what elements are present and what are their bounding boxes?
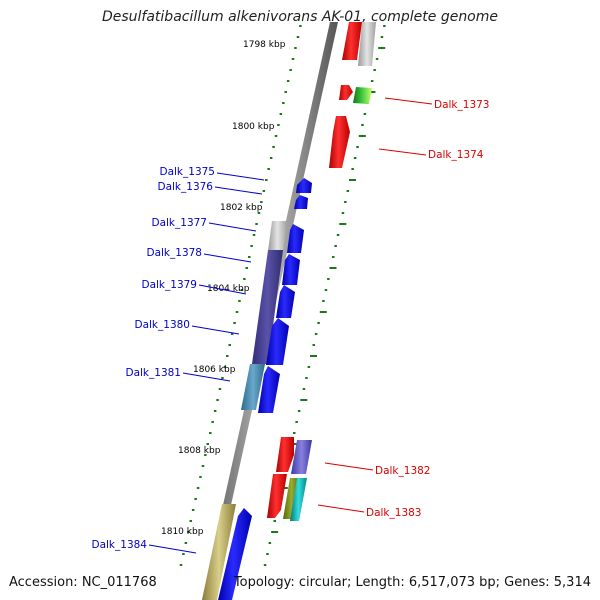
gene-label-dalk-1381[interactable]: Dalk_1381 (126, 367, 182, 379)
feature-bar-green (353, 87, 372, 104)
gene-arrow-dalk-1382 (276, 437, 294, 472)
gene-arrow-dalk-1381 (258, 366, 280, 413)
gene-arrow-dalk-1377 (287, 224, 304, 253)
scale-label-1810: 1810 kbp (161, 527, 204, 537)
leader-dalk-1382 (324, 462, 374, 471)
feature-bar-lavender (291, 440, 312, 474)
gene-arrow-dalk-1375 (296, 178, 312, 193)
topology-text: Topology: circular; Length: 6,517,073 bp… (233, 575, 591, 590)
gene-arrow-dalk-1383 (267, 474, 287, 518)
leader-dalk-1384 (148, 544, 197, 554)
gene-label-dalk-1379[interactable]: Dalk_1379 (142, 279, 198, 291)
scale-label-1802: 1802 kbp (220, 203, 263, 213)
feature-bar-purple (252, 250, 283, 364)
gene-label-dalk-1383[interactable]: Dalk_1383 (366, 507, 422, 519)
leader-dalk-1380 (191, 325, 240, 335)
leader-dalk-1378 (203, 253, 252, 263)
gene-label-dalk-1377[interactable]: Dalk_1377 (152, 217, 208, 229)
feature-bar-olive (202, 504, 236, 600)
gene-arrow-dalk-1374 (329, 116, 350, 168)
accession-text: Accession: NC_011768 (9, 575, 157, 590)
scale-label-1806: 1806 kbp (193, 365, 236, 375)
gene-arrow-dalk-1373 (339, 85, 353, 100)
leader-dalk-1374 (378, 148, 427, 156)
gene-label-dalk-1373[interactable]: Dalk_1373 (434, 99, 490, 111)
gene-label-dalk-1375[interactable]: Dalk_1375 (160, 166, 216, 178)
reverse-leaders (148, 172, 265, 554)
gene-label-dalk-1384[interactable]: Dalk_1384 (92, 539, 148, 551)
feature-bar-grey-top (358, 22, 376, 66)
leader-dalk-1381 (182, 372, 231, 382)
feature-bar-steel (241, 364, 265, 410)
gene-arrow-dalk-1376 (294, 195, 308, 209)
leader-dalk-1373 (384, 97, 433, 105)
leader-dalk-1375 (216, 172, 265, 181)
gene-label-dalk-1378[interactable]: Dalk_1378 (147, 247, 203, 259)
forward-leaders (317, 97, 433, 513)
gene-arrow-red-top (342, 22, 362, 60)
gene-arrow-dalk-1378 (282, 254, 300, 285)
scale-label-1808: 1808 kbp (178, 446, 221, 456)
map-title: Desulfatibacillum alkenivorans AK-01, co… (101, 9, 499, 25)
feature-bar-grey (268, 221, 287, 251)
gene-label-dalk-1374[interactable]: Dalk_1374 (428, 149, 484, 161)
gene-label-dalk-1376[interactable]: Dalk_1376 (158, 181, 214, 193)
scale-label-1804: 1804 kbp (207, 284, 250, 294)
leader-dalk-1376 (214, 186, 263, 195)
gene-label-dalk-1382[interactable]: Dalk_1382 (375, 465, 431, 477)
gene-arrow-dalk-1379 (276, 285, 295, 318)
gene-arrow-dalk-1384 (218, 508, 252, 600)
gene-arrow-dalk-1380 (266, 318, 289, 365)
feature-bar-teal (290, 478, 307, 521)
leader-dalk-1379 (198, 284, 247, 295)
leader-dalk-1377 (208, 222, 257, 232)
scale-label-1798: 1798 kbp (243, 40, 286, 50)
leader-dalk-1383 (317, 504, 365, 513)
gene-label-dalk-1380[interactable]: Dalk_1380 (135, 319, 191, 331)
scale-label-1800: 1800 kbp (232, 122, 275, 132)
